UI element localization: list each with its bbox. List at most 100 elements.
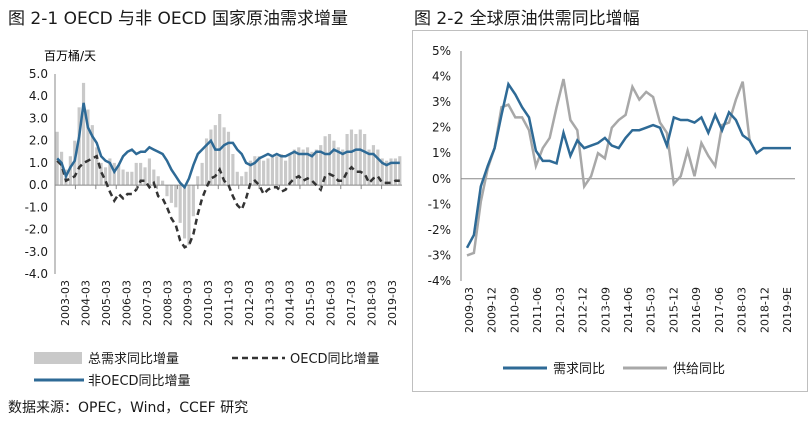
y-axis-ticks: 5.0 4.0 3.0 2.0 1.0 0.0 -1.0 -2.0 -3.0 -4.0 <box>25 67 56 281</box>
chart-panel-supply-demand: 5% 4% 3% 2% 1% 0% -1% -2% -3% -4% 2009-03 2009-12 2… <box>412 30 808 392</box>
total-demand-bar <box>292 149 296 186</box>
total-demand-bar <box>314 149 318 186</box>
y-tick-label: -2% <box>428 223 451 237</box>
x-axis-ticks: 2003-03 2004-03 2005-03 2006-03 2007-03 2008-… <box>54 185 399 326</box>
total-demand-bar <box>213 125 217 186</box>
total-demand-bar <box>367 149 371 186</box>
total-demand-bar <box>284 160 288 186</box>
total-demand-bar <box>301 149 305 186</box>
total-demand-bar <box>319 145 323 186</box>
x-axis-ticks-2: 2009-03 2009-12 2010-09 2011-06 2012-03 2012-… <box>463 287 794 333</box>
x-tick-label: 2017-03 <box>345 280 358 326</box>
y-tick-label: 1% <box>432 146 451 160</box>
total-demand-bar <box>327 134 332 186</box>
total-demand-bar <box>143 167 147 186</box>
total-demand-bar <box>95 147 99 186</box>
x-tick-label: 2011-06 <box>531 287 544 333</box>
total-demand-bar <box>174 185 178 208</box>
total-demand-bar <box>305 147 310 186</box>
legend-label-non-oecd: 非OECD同比增量 <box>88 374 191 389</box>
demand-lines <box>56 102 400 249</box>
y-tick-label: -4% <box>428 274 451 288</box>
total-demand-bar <box>165 185 169 197</box>
legend-2: 需求同比 供给同比 <box>503 362 725 377</box>
total-demand-bar <box>231 154 235 186</box>
x-tick-label: 2010-09 <box>508 287 521 333</box>
x-tick-label: 2008-03 <box>161 280 174 326</box>
total-demand-bar <box>121 169 125 186</box>
legend-label-oecd: OECD同比增量 <box>290 352 380 367</box>
total-demand-bar <box>108 158 112 186</box>
x-tick-label: 2005-03 <box>100 280 113 326</box>
legend-label-demand: 需求同比 <box>553 362 605 377</box>
total-demand-bars <box>55 82 402 246</box>
total-demand-bar <box>240 176 244 186</box>
total-demand-bar <box>204 138 209 186</box>
total-demand-bar <box>349 129 354 186</box>
total-demand-bar <box>341 149 345 186</box>
total-demand-bar <box>393 158 397 186</box>
y-tick-label: -2.0 <box>25 223 48 237</box>
total-demand-bar <box>389 158 393 186</box>
supply-demand-lines <box>465 78 791 257</box>
y-tick-label: 4.0 <box>29 89 48 103</box>
y-tick-label: 3.0 <box>29 111 48 125</box>
x-tick-label: 2018-12 <box>758 287 771 333</box>
y-tick-label: -3% <box>428 248 451 262</box>
legend-swatch-total <box>34 352 82 364</box>
legend-label-supply: 供给同比 <box>673 362 725 377</box>
total-demand-bar <box>68 156 72 186</box>
x-tick-label: 2015-03 <box>304 280 317 326</box>
total-demand-bar <box>209 129 213 186</box>
total-demand-bar <box>147 158 152 186</box>
total-demand-bar <box>86 109 90 186</box>
x-tick-label: 2016-09 <box>690 287 703 333</box>
x-tick-label: 2019-03 <box>386 280 399 326</box>
x-tick-label: 2009-12 <box>486 287 499 333</box>
legend-label-total: 总需求同比增量 <box>88 352 179 367</box>
y-tick-label: 3% <box>432 95 451 109</box>
y-tick-label: 4% <box>432 70 451 84</box>
total-demand-bar <box>279 154 283 186</box>
total-demand-bar <box>380 158 384 186</box>
total-demand-bar <box>77 107 81 186</box>
total-demand-bar <box>156 176 160 186</box>
figure-1-title: 图 2-1 OECD 与非 OECD 国家原油需求增量 <box>8 9 348 29</box>
total-demand-bar <box>226 131 231 186</box>
total-demand-bar <box>161 180 165 186</box>
total-demand-bar <box>266 158 270 186</box>
x-tick-label: 2010-03 <box>202 280 215 326</box>
total-demand-bar <box>90 125 94 186</box>
total-demand-bar <box>152 169 156 186</box>
total-demand-bar <box>178 185 182 223</box>
x-tick-label: 2015-12 <box>667 287 680 333</box>
non-oecd-series-line <box>56 102 400 190</box>
total-demand-bar <box>257 156 261 186</box>
y-tick-label: 0.0 <box>29 178 48 192</box>
y-tick-label: 1.0 <box>29 156 48 170</box>
total-demand-bar <box>103 167 108 186</box>
oecd-series-line <box>56 154 400 249</box>
y-tick-label: 2.0 <box>29 134 48 148</box>
total-demand-bar <box>169 185 173 203</box>
x-tick-label: 2012-03 <box>554 287 567 333</box>
total-demand-bar <box>130 171 134 186</box>
total-demand-bar <box>139 162 143 186</box>
x-tick-label: 2014-06 <box>622 287 635 333</box>
total-demand-bar <box>253 156 257 186</box>
source-note: 数据来源：OPEC，Wind，CCEF 研究 <box>8 400 249 416</box>
x-tick-label: 2009-03 <box>182 280 195 326</box>
total-demand-bar <box>345 134 349 186</box>
x-tick-label: 2015-03 <box>645 287 658 333</box>
y-tick-label: 2% <box>432 121 451 135</box>
x-tick-label: 2013-03 <box>263 280 276 326</box>
supply-series-line <box>466 78 751 257</box>
x-tick-label: 2017-06 <box>713 287 726 333</box>
x-tick-label: 2011-03 <box>223 280 236 326</box>
x-tick-label: 2003-03 <box>59 280 72 326</box>
total-demand-bar <box>235 171 239 186</box>
total-demand-bar <box>191 185 195 217</box>
y-tick-label: 5.0 <box>29 67 48 81</box>
total-demand-bar <box>385 160 389 186</box>
